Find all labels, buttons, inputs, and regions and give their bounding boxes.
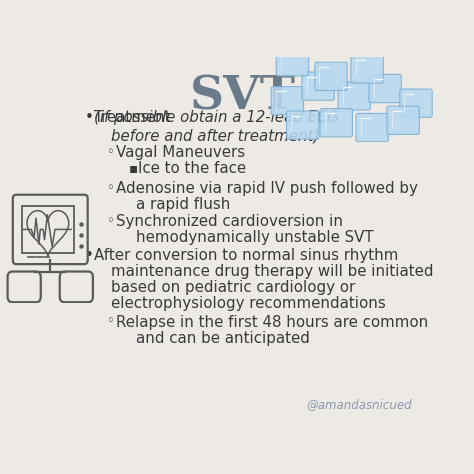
Text: •: •: [85, 110, 94, 125]
Text: (if possible obtain a 12-lead ECG: (if possible obtain a 12-lead ECG: [94, 110, 339, 125]
Text: Adenosine via rapid IV push followed by: Adenosine via rapid IV push followed by: [116, 181, 418, 196]
FancyBboxPatch shape: [338, 82, 370, 110]
Text: After conversion to normal sinus rhythm: After conversion to normal sinus rhythm: [94, 248, 399, 263]
Text: ◦: ◦: [107, 145, 115, 159]
Text: based on pediatric cardiology or: based on pediatric cardiology or: [110, 280, 355, 295]
Text: a rapid flush: a rapid flush: [137, 197, 231, 212]
FancyBboxPatch shape: [351, 55, 383, 83]
Text: SVT: SVT: [190, 73, 296, 119]
Text: ◦: ◦: [107, 181, 115, 195]
Text: Ice to the face: Ice to the face: [138, 161, 246, 176]
FancyBboxPatch shape: [271, 87, 303, 115]
Text: ◦: ◦: [107, 315, 115, 328]
FancyBboxPatch shape: [320, 109, 352, 137]
FancyBboxPatch shape: [400, 89, 432, 118]
FancyBboxPatch shape: [387, 106, 419, 135]
Text: •: •: [85, 248, 94, 263]
FancyBboxPatch shape: [356, 113, 388, 142]
FancyBboxPatch shape: [276, 47, 309, 76]
Text: hemodynamically unstable SVT: hemodynamically unstable SVT: [137, 230, 374, 245]
FancyBboxPatch shape: [315, 62, 347, 91]
Text: ◦: ◦: [107, 214, 115, 228]
Text: Vagal Maneuvers: Vagal Maneuvers: [116, 145, 246, 160]
FancyBboxPatch shape: [302, 72, 334, 100]
Text: before and after treatment): before and after treatment): [110, 128, 319, 143]
Text: Synchronized cardioversion in: Synchronized cardioversion in: [116, 214, 343, 229]
FancyBboxPatch shape: [287, 111, 319, 139]
Text: maintenance drug therapy will be initiated: maintenance drug therapy will be initiat…: [110, 264, 433, 279]
Text: Relapse in the first 48 hours are common: Relapse in the first 48 hours are common: [116, 315, 428, 329]
Text: Treatment: Treatment: [94, 110, 175, 125]
FancyBboxPatch shape: [369, 74, 401, 103]
Text: ▪: ▪: [129, 161, 138, 175]
Text: and can be anticipated: and can be anticipated: [137, 331, 310, 346]
Text: electrophysiology recommendations: electrophysiology recommendations: [110, 296, 385, 311]
Text: @amandasnicued: @amandasnicued: [306, 398, 412, 411]
